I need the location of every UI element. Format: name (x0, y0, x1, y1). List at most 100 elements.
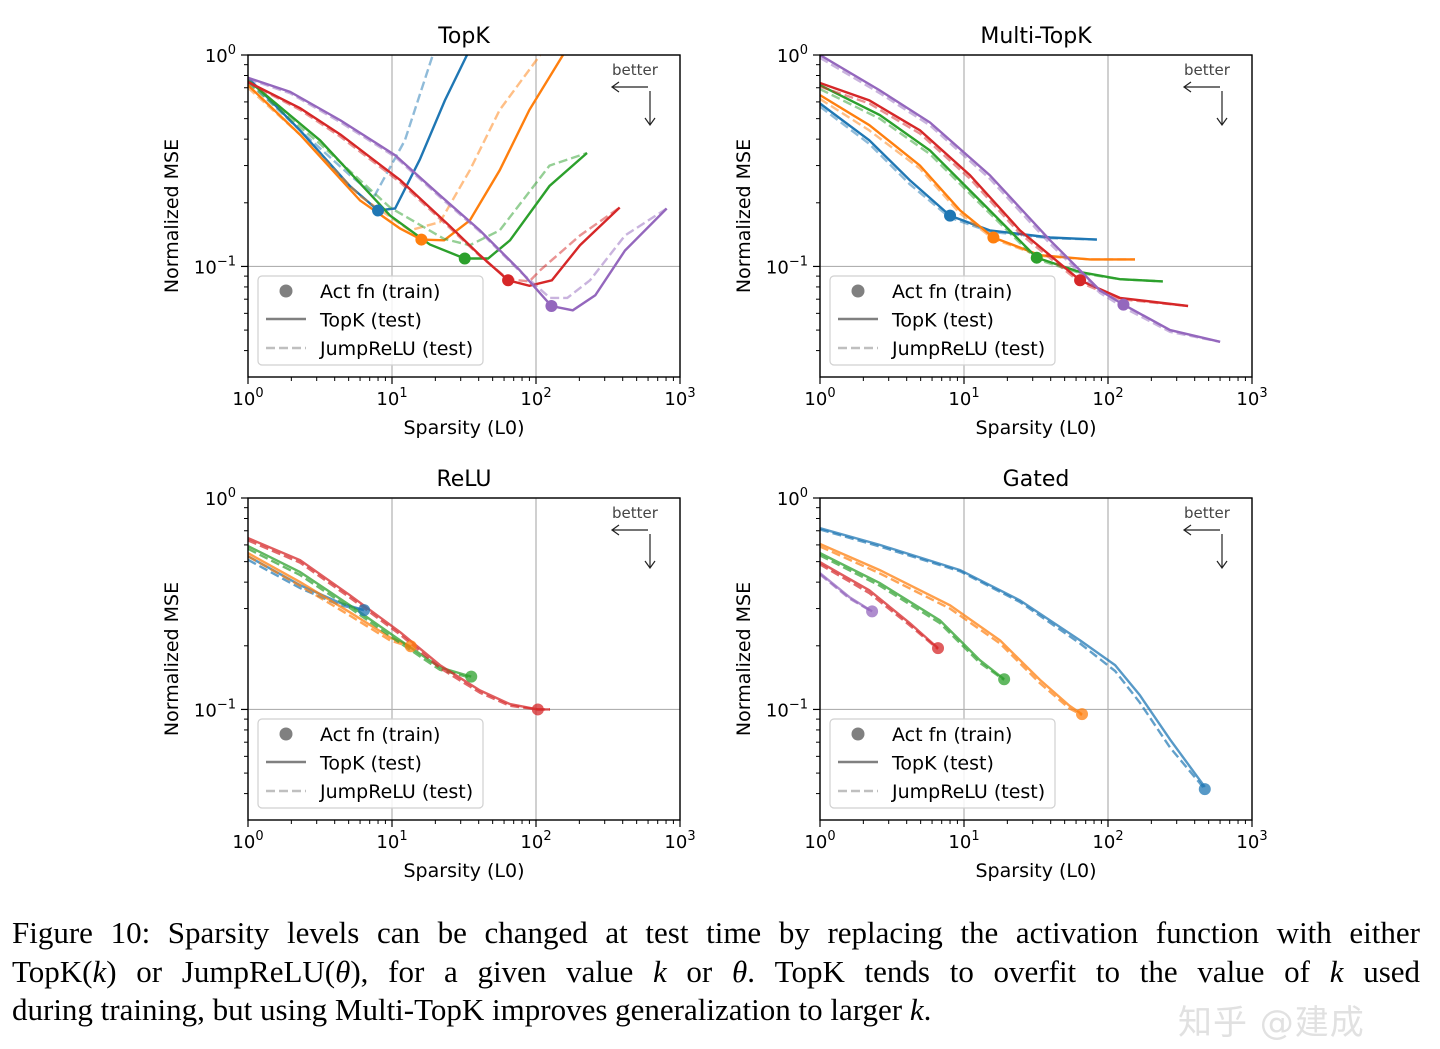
tick-exponent: 0 (255, 829, 263, 844)
arrow-left-icon (610, 81, 648, 93)
tick-exponent: 0 (255, 386, 263, 401)
legend-box (829, 275, 1056, 366)
caption-line: during training, but using Multi-TopK im… (12, 991, 931, 1030)
x-axis-label: Sparsity (L0) (404, 417, 525, 439)
act-fn-train-point (415, 233, 428, 246)
series-group (248, 536, 550, 716)
axes-frame (819, 497, 1253, 821)
y-tick-label: 100 (777, 486, 808, 510)
tick-base: 10 (376, 832, 399, 853)
legend-marker-train (279, 284, 293, 298)
caption-line: TopK(k) or JumpReLU(θ), for a given valu… (12, 953, 1420, 992)
act-fn-train-point (372, 204, 385, 217)
caption-text: ) or JumpReLU( (106, 953, 336, 989)
tick-base: 10 (232, 389, 255, 410)
tick-exponent: 0 (827, 386, 835, 401)
subplot-title: TopK (437, 24, 490, 49)
tick-exponent: 1 (971, 386, 979, 401)
x-tick-label: 103 (1236, 386, 1267, 410)
topk-test-line (820, 552, 1005, 681)
act-fn-train-point (502, 274, 515, 287)
topk-test-line (820, 561, 939, 649)
better-label: better (1184, 504, 1231, 522)
series-group (820, 527, 1211, 796)
jumprelu-test-line (248, 77, 668, 300)
y-axis-label: Normalized MSE (733, 582, 755, 736)
legend-box (257, 275, 484, 366)
act-fn-train-point (998, 673, 1011, 686)
x-tick-label: 100 (232, 386, 263, 410)
act-fn-train-point (987, 231, 1000, 244)
tick-exponent: 1 (399, 386, 407, 401)
topk-test-line (820, 94, 1135, 261)
act-fn-train-point (358, 604, 371, 617)
jumprelu-test-line (248, 55, 542, 232)
axes-frame (247, 54, 681, 378)
caption-text: used (1343, 953, 1421, 989)
legend-label-train: Act fn (train) (320, 724, 440, 746)
legend-label-jumprelu: JumpReLU (test) (891, 338, 1045, 360)
y-axis-label: Normalized MSE (733, 139, 755, 293)
tick-base: 10 (766, 700, 789, 721)
jumprelu-test-line (820, 528, 1206, 790)
caption-math: k (92, 953, 107, 989)
tick-exponent: −1 (789, 254, 808, 269)
tick-exponent: 0 (228, 43, 236, 58)
x-tick-label: 100 (232, 829, 263, 853)
tick-base: 10 (948, 389, 971, 410)
y-tick-label: 10−1 (194, 254, 236, 278)
tick-exponent: 0 (228, 486, 236, 501)
caption-line: Figure 10: Sparsity levels can be change… (12, 914, 1420, 953)
jumprelu-test-line (820, 554, 1005, 681)
topk-test-line (248, 536, 550, 711)
x-tick-label: 102 (1092, 829, 1123, 853)
y-tick-label: 10−1 (766, 254, 808, 278)
y-axis-label: Normalized MSE (161, 582, 183, 736)
jumprelu-test-line (248, 555, 412, 649)
x-tick-label: 101 (376, 829, 407, 853)
tick-base: 10 (1092, 389, 1115, 410)
topk-test-line (820, 542, 1083, 716)
legend-marker-train (279, 727, 293, 741)
tick-base: 10 (1236, 832, 1259, 853)
caption-math: k (909, 992, 924, 1027)
y-tick-label: 10−1 (766, 697, 808, 721)
tick-base: 10 (766, 257, 789, 278)
jumprelu-test-line (820, 545, 1083, 717)
x-tick-label: 101 (376, 386, 407, 410)
tick-base: 10 (205, 46, 228, 67)
x-tick-label: 103 (664, 386, 695, 410)
tick-base: 10 (777, 46, 800, 67)
arrow-down-icon (644, 91, 656, 127)
topk-test-line (248, 76, 668, 312)
jumprelu-test-line (248, 81, 621, 283)
x-tick-label: 103 (1236, 829, 1267, 853)
legend-label-train: Act fn (train) (892, 281, 1012, 303)
tick-base: 10 (777, 489, 800, 510)
topk-test-line (820, 527, 1206, 788)
x-tick-label: 102 (1092, 386, 1123, 410)
topk-test-line (248, 55, 565, 242)
tick-exponent: 1 (399, 829, 407, 844)
arrow-down-icon (644, 534, 656, 570)
legend-label-topk: TopK (test) (319, 753, 422, 775)
tick-base: 10 (194, 257, 217, 278)
act-fn-train-point (531, 703, 544, 716)
better-label: better (1184, 61, 1231, 79)
legend-marker-train (851, 284, 865, 298)
arrow-left-icon (1182, 524, 1220, 536)
y-tick-label: 10−1 (194, 697, 236, 721)
tick-base: 10 (664, 832, 687, 853)
tick-base: 10 (664, 389, 687, 410)
act-fn-train-point (545, 299, 558, 312)
caption-math: k (652, 953, 667, 989)
tick-exponent: 2 (1115, 829, 1123, 844)
tick-exponent: −1 (789, 697, 808, 712)
legend: Act fn (train) TopK (test) JumpReLU (test) (257, 718, 484, 809)
tick-base: 10 (1092, 832, 1115, 853)
act-fn-train-point (1198, 783, 1211, 796)
caption-text: or (666, 953, 732, 989)
